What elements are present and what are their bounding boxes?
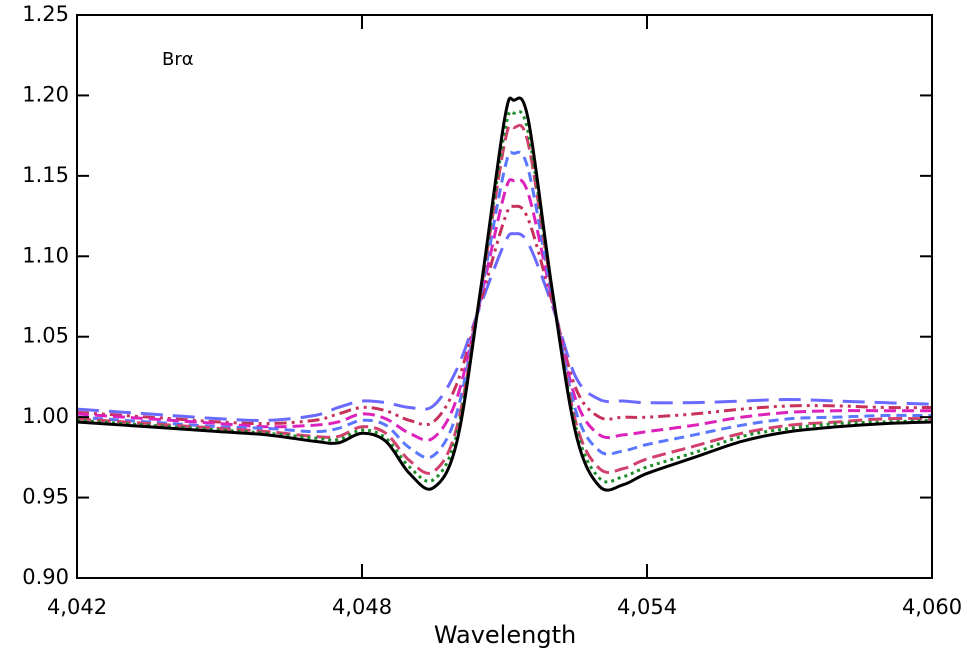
y-tick-label: 1.10 (22, 243, 69, 267)
series-line (77, 204, 932, 427)
x-tick-label: 4,054 (617, 595, 677, 619)
series-line (77, 150, 932, 460)
series-line (77, 96, 932, 492)
x-tick-label: 4,060 (902, 595, 962, 619)
y-tick-label: 1.00 (22, 404, 69, 428)
annotation: Brα (162, 49, 194, 70)
x-tick-label: 4,042 (47, 595, 107, 619)
series-line (77, 178, 932, 442)
series-line (77, 123, 932, 475)
plot-frame (76, 14, 933, 579)
y-tick-label: 1.20 (22, 82, 69, 106)
x-tick-label: 4,048 (332, 595, 392, 619)
x-axis-label: Wavelength (434, 621, 576, 649)
y-tick-label: 1.15 (22, 163, 69, 187)
y-tick-label: 0.95 (22, 485, 69, 509)
series-line (77, 109, 932, 484)
y-tick-label: 1.05 (22, 324, 69, 348)
y-tick-label: 0.90 (22, 565, 69, 589)
y-tick-label: 1.25 (22, 2, 69, 26)
series-line (77, 232, 932, 422)
